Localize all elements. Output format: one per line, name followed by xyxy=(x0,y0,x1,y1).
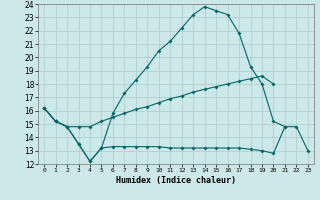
X-axis label: Humidex (Indice chaleur): Humidex (Indice chaleur) xyxy=(116,176,236,185)
